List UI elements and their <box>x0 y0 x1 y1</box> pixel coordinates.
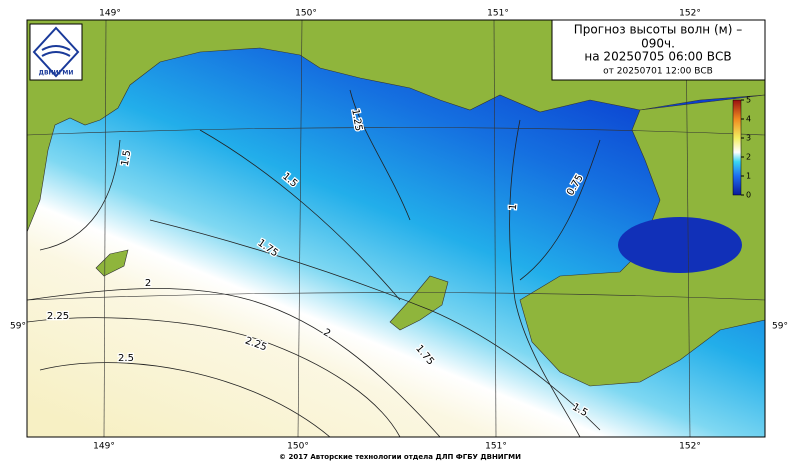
colorbar-label: 0 <box>746 191 751 200</box>
colorbar <box>732 99 742 196</box>
contour-label: 1 <box>508 203 520 210</box>
lon-label: 152° <box>679 9 701 19</box>
lon-label: 150° <box>295 9 317 19</box>
meridian <box>103 20 107 437</box>
meridian <box>493 20 497 437</box>
meridian <box>297 20 303 437</box>
footer: © 2017 Авторские технологии отдела ДЛП Ф… <box>279 453 521 461</box>
parallel <box>27 292 765 301</box>
lat-label: 59° <box>10 322 26 332</box>
contour-label: 1.25 <box>349 108 364 132</box>
lon-label: 152° <box>679 442 701 452</box>
title: 090ч. <box>641 37 675 51</box>
contour-label: 2.5 <box>118 353 134 364</box>
lon-label: 151° <box>487 9 509 19</box>
lon-label: 149° <box>99 9 121 19</box>
contour-label: 2.25 <box>47 311 69 322</box>
lon-label: 149° <box>93 442 115 452</box>
lon-label: 150° <box>287 442 309 452</box>
colorbar-label: 1 <box>746 172 751 181</box>
colorbar-label: 5 <box>746 96 751 105</box>
contour-label: 2 <box>145 278 151 289</box>
colorbar-label: 2 <box>746 153 751 162</box>
map-area <box>27 20 765 437</box>
parallel <box>27 127 765 136</box>
colorbar-label: 3 <box>746 134 751 143</box>
lat-label: 59° <box>772 322 788 332</box>
lon-label: 151° <box>485 442 507 452</box>
title-box <box>551 19 766 81</box>
logo-text: ДВНИГМИ <box>39 70 74 77</box>
colorbar-label: 4 <box>746 115 751 124</box>
issued: от 20250701 12:00 ВСВ <box>603 67 713 77</box>
contour-label: 1.5 <box>120 149 134 167</box>
title: на 20250705 06:00 ВСВ <box>584 50 731 64</box>
title: Прогноз высоты волн (м) – <box>574 23 742 37</box>
meridian <box>685 20 691 437</box>
